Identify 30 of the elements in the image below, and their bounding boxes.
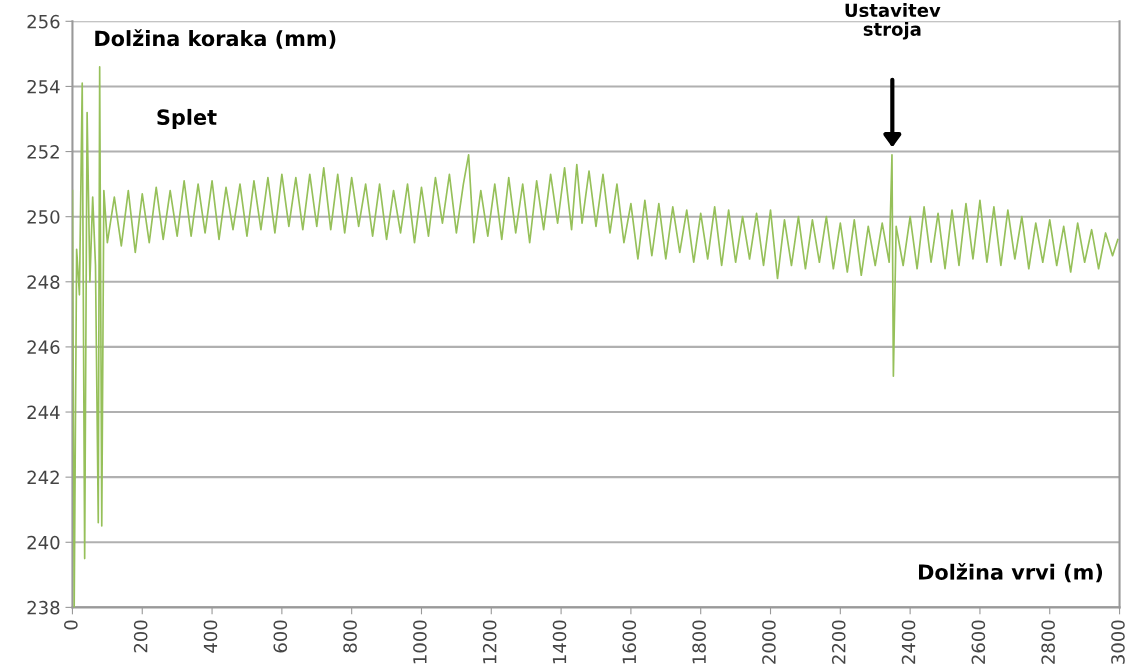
y-tick-label: 254 <box>27 79 60 94</box>
x-tick-label: 2800 <box>1041 620 1055 664</box>
y-tick-label: 238 <box>27 600 60 615</box>
x-tick-label: 1000 <box>413 620 427 664</box>
x-tick-label: 0 <box>64 620 78 630</box>
x-tick-label: 3000 <box>1111 620 1125 664</box>
y-tick-label: 246 <box>27 340 60 355</box>
x-tick-label: 2200 <box>831 620 846 664</box>
y-tick-label: 250 <box>27 210 60 224</box>
x-tick-label: 400 <box>203 620 218 653</box>
x-tick-label: 200 <box>133 620 148 653</box>
y-axis-title: Dolžina koraka (mm) <box>95 29 336 49</box>
y-tick-label: 256 <box>27 14 60 29</box>
x-tick-label: 1600 <box>622 620 637 664</box>
x-tick-label: 1400 <box>552 620 567 664</box>
y-tick-label: 242 <box>27 470 59 485</box>
x-axis-title: Dolžina vrvi (m) <box>919 562 1103 583</box>
x-tick-label: 1800 <box>692 620 706 664</box>
y-tick-label: 240 <box>27 535 60 550</box>
x-tick-label: 800 <box>343 620 357 653</box>
annotation: Splet <box>157 108 217 130</box>
y-tick-label: 244 <box>27 405 60 419</box>
x-tick-label: 600 <box>273 620 288 653</box>
annotation: Ustavitev stroja <box>845 3 941 40</box>
x-tick-label: 2000 <box>762 620 776 664</box>
y-tick-label: 252 <box>27 145 59 159</box>
x-tick-label: 1200 <box>482 620 497 664</box>
x-tick-label: 2600 <box>971 620 986 664</box>
x-tick-label: 2400 <box>901 620 916 664</box>
y-tick-label: 248 <box>27 275 60 289</box>
